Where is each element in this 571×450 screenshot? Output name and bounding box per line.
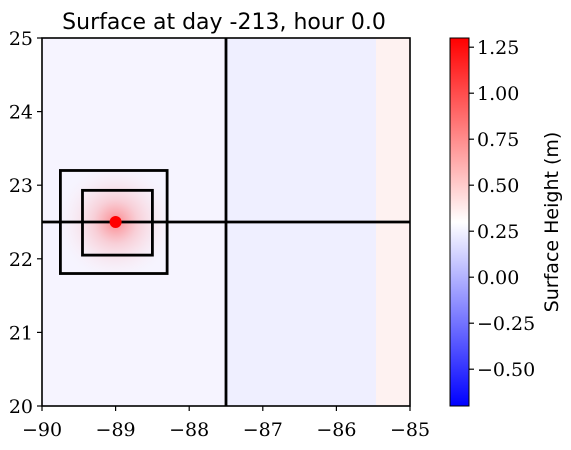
colorbar-tick-label: 0.00 (477, 267, 519, 289)
y-tick-label: 21 (9, 322, 33, 344)
y-tick-label: 24 (9, 102, 33, 124)
x-tick-label: −86 (316, 419, 356, 441)
x-axis: −90 −89 −88 −87 −86 −85 (22, 406, 430, 441)
colorbar-tick-label: 0.50 (477, 175, 519, 197)
colorbar-ticks: −0.50 −0.25 0.00 0.25 0.50 0.75 1.00 1.25 (469, 37, 535, 381)
center-point (109, 216, 122, 228)
y-axis: 20 21 22 23 24 25 (9, 28, 42, 418)
y-tick-label: 25 (9, 28, 33, 50)
colorbar-tick-label: −0.25 (477, 313, 535, 335)
y-tick-label: 20 (9, 396, 33, 418)
colorbar-tick-label: 1.00 (477, 83, 519, 105)
plot-frame (41, 37, 411, 407)
colorbar (449, 37, 470, 407)
x-tick-label: −85 (390, 419, 430, 441)
y-tick-label: 23 (9, 175, 33, 197)
colorbar-tick-label: 0.75 (477, 129, 519, 151)
chart-title: Surface at day -213, hour 0.0 (62, 10, 386, 35)
x-tick-label: −88 (169, 419, 209, 441)
colorbar-label: Surface Height (m) (541, 132, 563, 313)
x-tick-label: −89 (96, 419, 136, 441)
colorbar-tick-label: 1.25 (477, 37, 519, 59)
colorbar-tick-label: 0.25 (477, 221, 519, 243)
colorbar-tick-label: −0.50 (477, 359, 535, 381)
outer-box (59, 169, 169, 275)
y-tick-label: 22 (9, 249, 33, 271)
inner-box (81, 188, 154, 257)
x-tick-label: −90 (22, 419, 62, 441)
x-tick-label: −87 (243, 419, 283, 441)
overlay-lines (42, 38, 410, 406)
